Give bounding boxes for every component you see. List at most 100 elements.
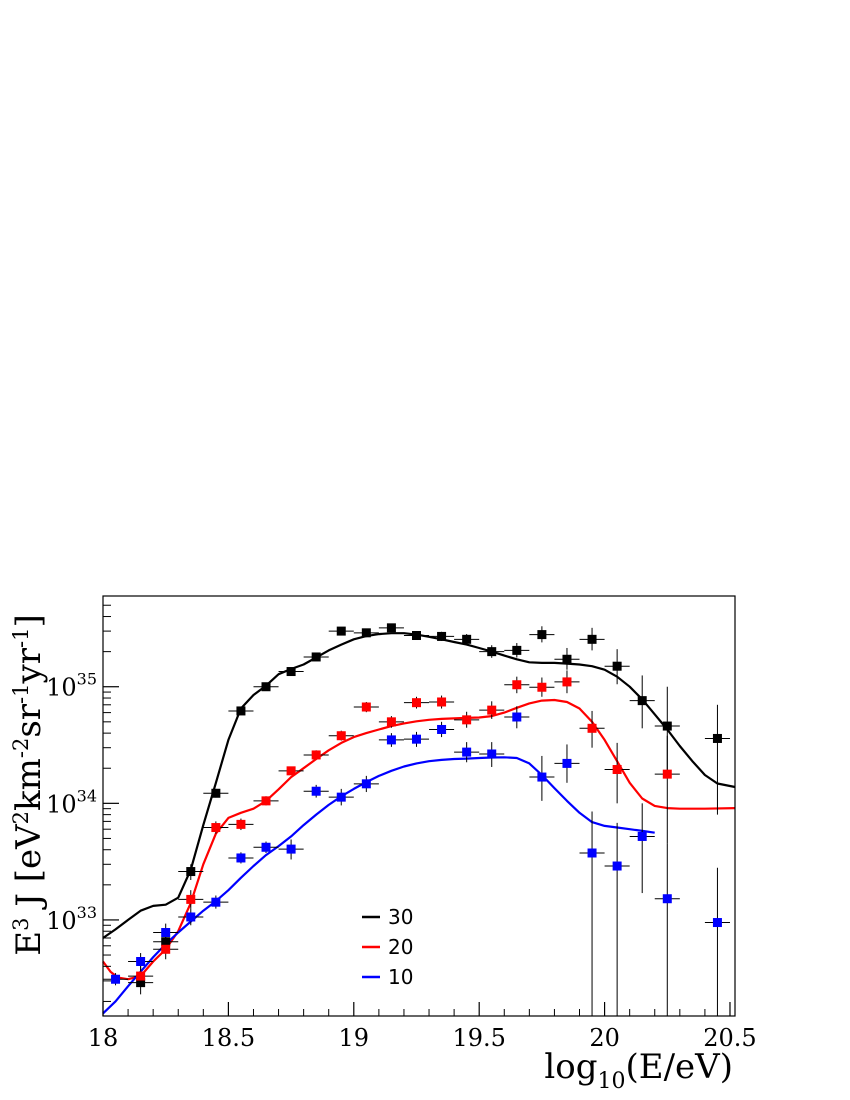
data-point-10	[328, 788, 354, 806]
legend-label: 10	[388, 965, 413, 989]
y-title-sup: -1	[9, 683, 33, 703]
point-marker	[311, 652, 321, 662]
data-point-20	[178, 890, 204, 909]
data-point-20	[554, 670, 580, 694]
data-point-30	[203, 788, 229, 798]
data-point-10	[704, 867, 730, 1016]
data-points	[103, 623, 730, 1016]
data-point-20	[253, 796, 279, 806]
point-marker	[336, 626, 346, 636]
y-title-part: sr	[9, 703, 49, 737]
point-marker	[186, 867, 196, 877]
data-point-10	[579, 811, 605, 1016]
data-point-20	[403, 696, 430, 709]
point-marker	[537, 772, 547, 782]
point-marker	[336, 731, 346, 741]
point-marker	[236, 706, 246, 716]
data-point-20	[479, 701, 505, 719]
y-title-part: ]	[9, 614, 49, 627]
point-marker	[411, 631, 421, 641]
y-title-sup: 2	[9, 811, 33, 824]
point-marker	[587, 723, 597, 733]
point-marker	[662, 769, 672, 779]
point-marker	[186, 912, 196, 922]
data-point-30	[228, 706, 254, 716]
data-point-30	[554, 647, 580, 670]
data-point-10	[654, 843, 680, 1016]
x-title-sub: 10	[598, 1069, 626, 1094]
data-point-30	[303, 652, 329, 662]
data-point-30	[579, 627, 605, 651]
data-point-30	[328, 626, 354, 636]
point-marker	[637, 696, 647, 706]
point-marker	[111, 974, 121, 984]
point-marker	[612, 861, 622, 871]
point-marker	[411, 698, 421, 708]
y-tick-base: 10	[46, 790, 77, 818]
x-tick-label: 18	[88, 1024, 119, 1052]
x-tick-label: 20	[589, 1024, 620, 1052]
point-marker	[462, 715, 472, 725]
point-marker	[537, 630, 547, 640]
y-tick-exp: 33	[77, 903, 97, 922]
data-point-10	[504, 706, 530, 729]
data-point-30	[629, 675, 655, 729]
data-point-10	[178, 908, 204, 926]
data-point-30	[479, 645, 505, 658]
data-point-30	[253, 682, 279, 692]
data-point-30	[504, 643, 530, 658]
point-marker	[437, 724, 447, 734]
y-tick-label: 1034	[46, 786, 97, 818]
point-marker	[512, 645, 522, 655]
point-marker	[236, 853, 246, 863]
data-point-10	[454, 742, 480, 763]
y-title-sup: -1	[9, 628, 33, 648]
x-title-part: (E/eV)	[626, 1047, 733, 1087]
y-tick-base: 10	[46, 674, 77, 702]
data-point-20	[604, 742, 630, 804]
data-point-10	[604, 822, 630, 1016]
point-marker	[336, 792, 346, 802]
data-point-10	[403, 731, 430, 747]
data-point-10	[629, 803, 655, 894]
point-marker	[562, 654, 572, 664]
point-marker	[512, 712, 522, 722]
data-point-30	[704, 704, 730, 815]
point-marker	[562, 758, 572, 768]
y-title-sup: 3	[9, 918, 33, 931]
point-marker	[411, 734, 421, 744]
point-marker	[662, 894, 672, 904]
data-point-10	[128, 953, 154, 971]
point-marker	[512, 680, 522, 690]
point-marker	[712, 918, 722, 928]
data-point-20	[429, 695, 455, 709]
point-marker	[662, 721, 672, 731]
point-marker	[462, 634, 472, 644]
legend: 30 20 10	[362, 905, 413, 989]
point-marker	[487, 705, 497, 715]
x-tick-label: 19.5	[452, 1024, 505, 1052]
data-point-10	[203, 895, 229, 909]
point-marker	[386, 623, 396, 633]
data-point-30	[429, 631, 455, 641]
point-marker	[161, 928, 171, 938]
legend-entry-30: 30	[362, 905, 413, 929]
data-point-20	[378, 716, 404, 728]
point-marker	[361, 702, 371, 712]
data-point-20	[579, 710, 605, 748]
y-title-part: km	[9, 758, 49, 811]
y-title-part: J [eV	[9, 823, 49, 918]
point-marker	[437, 697, 447, 707]
point-marker	[161, 944, 171, 954]
data-point-30	[353, 628, 379, 638]
data-point-30	[403, 631, 430, 641]
point-marker	[136, 957, 146, 967]
data-point-10	[103, 973, 129, 986]
data-point-10	[228, 852, 254, 864]
data-point-30	[178, 864, 204, 881]
point-marker	[487, 749, 497, 759]
legend-entry-10: 10	[362, 965, 413, 989]
point-marker	[562, 677, 572, 687]
data-point-30	[278, 667, 304, 677]
